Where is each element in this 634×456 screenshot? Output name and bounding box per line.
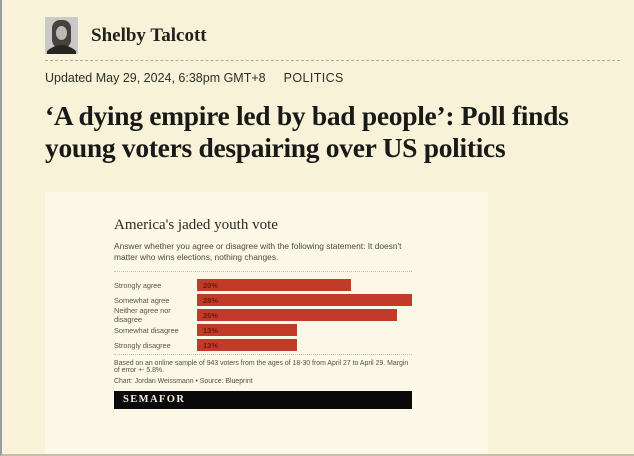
- chart-card: America's jaded youth vote Answer whethe…: [45, 192, 488, 454]
- article-meta: Updated May 29, 2024, 6:38pm GMT+8 POLIT…: [45, 71, 634, 85]
- article-headline: ‘A dying empire led by bad people’: Poll…: [45, 100, 569, 163]
- bar-category-label: Strongly agree: [114, 280, 162, 290]
- chart-top-rule: [114, 271, 412, 272]
- category-tag[interactable]: POLITICS: [283, 71, 344, 85]
- chart-row: Somewhat agree 28%: [114, 294, 412, 306]
- chart-credit: Chart: Jordan Weissmann • Source: Bluepr…: [114, 378, 253, 385]
- bar: 20%: [197, 279, 351, 291]
- bar: 26%: [197, 309, 397, 321]
- bar-category-label: Somewhat agree: [114, 295, 170, 305]
- bar-value-label: 13%: [203, 340, 219, 350]
- chart-row: Somewhat disagree 13%: [114, 324, 412, 336]
- bar-track: 13%: [197, 324, 412, 336]
- chart-card-content: America's jaded youth vote Answer whethe…: [114, 217, 412, 409]
- bar-category-label: Neither agree nor disagree: [114, 306, 171, 324]
- bar: 13%: [197, 339, 297, 351]
- bar-value-label: 26%: [203, 310, 219, 320]
- semafor-logo: SEMAFOR: [114, 391, 412, 409]
- bar: 28%: [197, 294, 412, 306]
- chart-title: America's jaded youth vote: [114, 217, 278, 233]
- bar-track: 20%: [197, 279, 412, 291]
- author-name[interactable]: Shelby Talcott: [91, 24, 207, 46]
- chart-footnote: Based on an online sample of 943 voters …: [114, 360, 409, 374]
- bar-track: 13%: [197, 339, 412, 351]
- bar-value-label: 20%: [203, 280, 219, 290]
- bar: 13%: [197, 324, 297, 336]
- bar-category-label: Strongly disagree: [114, 340, 171, 350]
- bar-track: 26%: [197, 309, 412, 321]
- chart-subtitle: Answer whether you agree or disagree wit…: [114, 241, 402, 262]
- chart-row: Strongly agree 20%: [114, 279, 412, 291]
- author-byline: Shelby Talcott: [45, 17, 634, 54]
- chart-row: Neither agree nor disagree 26%: [114, 306, 412, 324]
- bar-track: 28%: [197, 294, 412, 306]
- bar-value-label: 28%: [203, 295, 219, 305]
- byline-divider: [45, 60, 620, 61]
- chart-bottom-rule: [114, 354, 412, 355]
- updated-timestamp: Updated May 29, 2024, 6:38pm GMT+8: [45, 71, 266, 85]
- author-avatar[interactable]: [45, 17, 78, 54]
- bar-category-label: Somewhat disagree: [114, 325, 179, 335]
- bar-value-label: 13%: [203, 325, 219, 335]
- chart-row: Strongly disagree 13%: [114, 339, 412, 351]
- bar-chart: Strongly agree 20% Somewhat agree 28% Neithe…: [114, 279, 412, 351]
